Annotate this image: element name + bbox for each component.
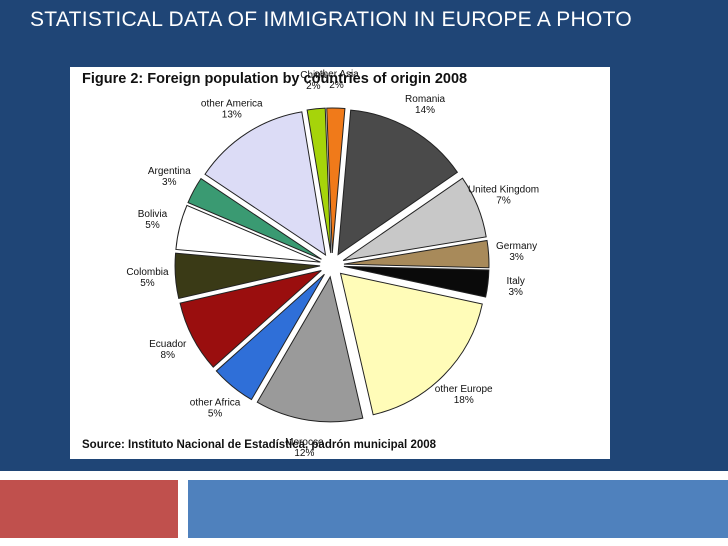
slice-label-morocco: Morocco 12% <box>285 437 324 459</box>
slice-label-germany: Germany 3% <box>496 241 537 263</box>
pie-slice-bolivia <box>175 204 321 263</box>
slice-label-china: China 2% <box>300 70 327 92</box>
figure-source: Source: Instituto Nacional de Estadístic… <box>82 439 437 451</box>
pie-slice-other-america <box>204 111 327 256</box>
figure-title: Figure 2: Foreign population by countrie… <box>82 71 468 87</box>
pie-chart: Romania 14% United Kingdom 7% Germany 3% Italy… <box>126 69 539 459</box>
slice-label-romania: Romania 14% <box>405 94 445 116</box>
slice-label-other-america: other America 13% <box>201 98 263 120</box>
pie-slice-morocco <box>256 275 364 423</box>
footer-bar-right <box>188 480 728 538</box>
slice-label-argentina: Argentina 3% <box>148 166 191 188</box>
pie-slice-argentina <box>187 177 322 260</box>
slide-title: STATISTICAL DATA OF IMMIGRATION IN EUROP… <box>30 8 632 31</box>
slice-label-other-africa: other Africa 5% <box>190 397 241 419</box>
pie-slice-other-europe <box>339 272 483 416</box>
pie-slice-italy <box>343 265 490 298</box>
pie-slice-ecuador <box>179 270 322 368</box>
slice-label-ecuador: Ecuador 8% <box>149 339 187 361</box>
slice-label-other-asia: other Asia 2% <box>314 69 359 91</box>
pie-slice-united-kingdom <box>342 177 487 261</box>
pie-slice-colombia <box>174 252 321 300</box>
pie-slice-romania <box>337 109 459 256</box>
footer-bar-left <box>0 480 178 538</box>
slice-label-united-kingdom: United Kingdom 7% <box>468 185 539 207</box>
slice-label-colombia: Colombia 5% <box>126 267 169 289</box>
pie-slice-other-asia <box>326 107 346 254</box>
pie-slice-other-africa <box>215 273 325 401</box>
slice-label-other-europe: other Europe 18% <box>435 384 493 406</box>
pie-slice-china <box>306 107 332 254</box>
figure-image: Figure 2: Foreign population by countrie… <box>70 67 610 459</box>
pie-slice-germany <box>343 239 490 269</box>
slice-label-bolivia: Bolivia 5% <box>138 209 168 231</box>
slice-label-italy: Italy 3% <box>507 276 525 298</box>
